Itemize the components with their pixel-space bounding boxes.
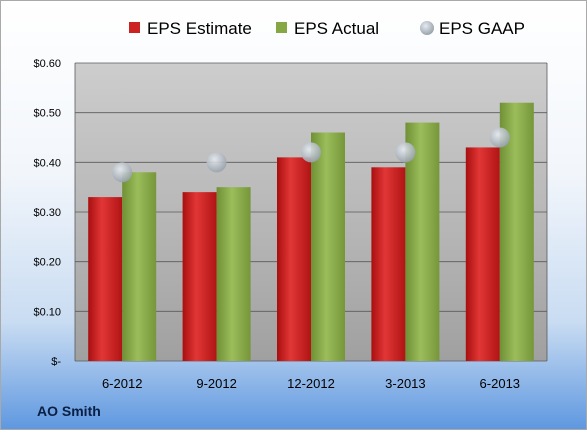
bar-eps-actual bbox=[311, 132, 345, 361]
company-name: AO Smith bbox=[37, 403, 101, 419]
legend: EPS Estimate EPS Actual EPS GAAP bbox=[129, 19, 525, 38]
marker-eps-gaap bbox=[395, 142, 416, 163]
y-tick-label: $0.20 bbox=[33, 257, 61, 269]
x-tick-label: 6-2013 bbox=[480, 376, 520, 391]
x-tick-label: 6-2012 bbox=[102, 376, 142, 391]
y-tick-label: $0.50 bbox=[33, 108, 61, 120]
y-tick-label: $0.40 bbox=[33, 157, 61, 169]
marker-eps-gaap bbox=[301, 142, 321, 163]
bar-eps-estimate bbox=[277, 157, 311, 361]
y-tick-label: $0.30 bbox=[33, 207, 61, 219]
y-tick-label: $0.10 bbox=[33, 306, 61, 318]
legend-label: EPS GAAP bbox=[439, 19, 525, 38]
marker-eps-gaap bbox=[112, 162, 133, 183]
bar-eps-actual bbox=[405, 122, 440, 361]
bar-eps-actual bbox=[216, 187, 251, 361]
x-tick-label: 12-2012 bbox=[287, 376, 335, 391]
y-tick-label: $0.60 bbox=[33, 58, 61, 70]
bar-eps-estimate bbox=[371, 167, 406, 361]
legend-marker bbox=[420, 21, 434, 35]
legend-label: EPS Actual bbox=[294, 19, 379, 38]
bar-eps-estimate bbox=[465, 147, 500, 361]
y-tick-label: $- bbox=[51, 356, 61, 368]
legend-swatch bbox=[129, 22, 140, 33]
bar-eps-actual bbox=[122, 172, 157, 361]
x-tick-label: 3-2013 bbox=[385, 376, 425, 391]
legend-swatch bbox=[276, 22, 287, 33]
bar-eps-estimate bbox=[88, 197, 123, 361]
bar-eps-actual bbox=[499, 102, 534, 361]
marker-eps-gaap bbox=[489, 127, 510, 148]
bar-eps-estimate bbox=[182, 192, 217, 361]
legend-label: EPS Estimate bbox=[147, 19, 252, 38]
marker-eps-gaap bbox=[206, 152, 227, 173]
x-tick-label: 9-2012 bbox=[196, 376, 236, 391]
